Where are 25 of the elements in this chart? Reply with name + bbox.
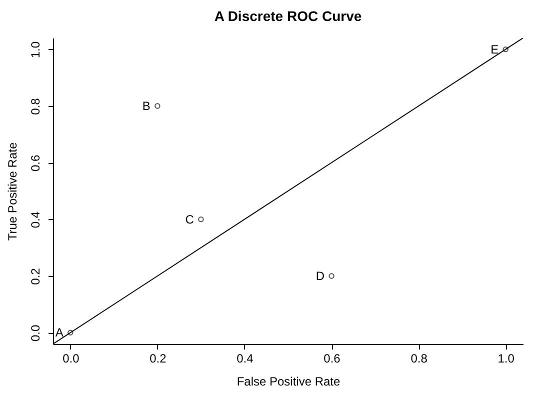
y-axis-title: True Positive Rate xyxy=(6,142,20,241)
y-tick-label: 0.8 xyxy=(28,98,42,115)
y-tick-label: 1.0 xyxy=(28,41,42,58)
x-tick-label: 0.4 xyxy=(236,352,254,366)
x-tick-label: 1.0 xyxy=(498,352,515,366)
annotation: D xyxy=(316,269,325,283)
y-tick-label: 0.6 xyxy=(28,154,42,172)
y-tick-label: 0.0 xyxy=(28,324,42,342)
x-tick-label: 0.0 xyxy=(62,352,80,366)
annotation: C xyxy=(185,212,194,226)
point xyxy=(154,103,160,109)
annotation: E xyxy=(490,42,499,56)
x-tick-label: 0.6 xyxy=(324,352,341,366)
point xyxy=(328,273,334,279)
y-tick-label: 0.2 xyxy=(28,268,42,285)
point xyxy=(502,46,508,52)
point xyxy=(198,216,204,222)
x-axis-title: False Positive Rate xyxy=(236,374,341,388)
annotation: A xyxy=(55,326,64,340)
point xyxy=(68,330,74,336)
y-tick-label: 0.4 xyxy=(28,211,42,228)
annotation: B xyxy=(142,99,150,113)
x-tick-label: 0.8 xyxy=(410,352,428,366)
x-tick-label: 0.2 xyxy=(150,352,167,366)
chart-title: A Discrete ROC Curve xyxy=(214,8,362,24)
